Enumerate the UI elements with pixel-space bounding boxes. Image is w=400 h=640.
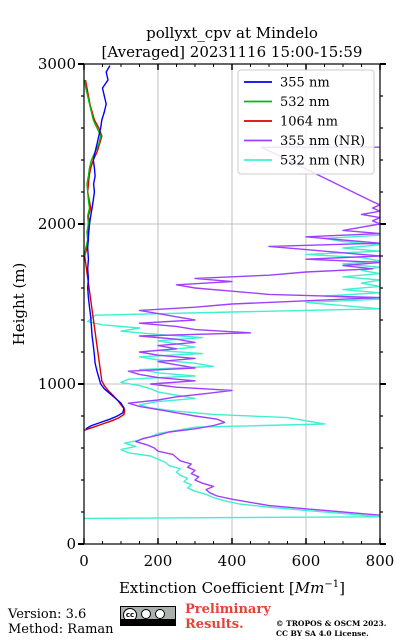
- series-line-355-nm: [85, 65, 125, 430]
- sa-icon: [155, 609, 165, 619]
- series-line-1064-nm: [84, 79, 126, 432]
- legend: 355 nm 532 nm 1064 nm 355 nm (NR) 532 nm (NR…: [237, 69, 375, 175]
- by-icon: [141, 609, 151, 619]
- x-tick-label: 400: [218, 552, 247, 570]
- extinction-chart: pollyxt_cpv at Mindelo [Averaged] 202311…: [10, 24, 394, 597]
- legend-label: 355 nm (NR): [280, 134, 365, 149]
- x-axis-label: Extinction Coefficient [Mm−1]: [119, 579, 345, 597]
- legend-label: 355 nm: [280, 76, 330, 91]
- x-tick-label: 600: [292, 552, 321, 570]
- chart-title: pollyxt_cpv at Mindelo: [146, 24, 318, 42]
- version-label: Version: 3.6: [8, 607, 87, 622]
- legend-label: 532 nm: [280, 95, 330, 110]
- cc-by-sa-icon: cc: [120, 606, 176, 626]
- y-tick-label: 1000: [38, 375, 76, 393]
- y-axis-label: Height (m): [10, 263, 28, 346]
- series-line-355-nm-nr-: [127, 146, 380, 516]
- cc-icon: cc: [123, 608, 137, 622]
- x-tick-label: 200: [144, 552, 173, 570]
- copyright-line1: © TROPOS & OSCM 2023.: [276, 619, 387, 628]
- x-tick-label: 800: [366, 552, 395, 570]
- axis-ticks: [78, 63, 386, 545]
- x-tick-label: 0: [79, 552, 89, 570]
- copyright-line2: CC BY SA 4.0 License.: [276, 629, 369, 638]
- legend-label: 532 nm (NR): [280, 154, 365, 169]
- y-tick-labels: 0 1000 2000 3000: [38, 55, 76, 553]
- y-tick-label: 3000: [38, 55, 76, 73]
- preliminary-notice: Preliminary Results.: [185, 602, 275, 632]
- series-line-532-nm: [84, 79, 102, 257]
- x-tick-labels: 0 200 400 600 800: [79, 552, 394, 570]
- y-tick-label: 0: [66, 535, 76, 553]
- chart-subtitle: [Averaged] 20231116 15:00-15:59: [102, 43, 363, 61]
- y-tick-label: 2000: [38, 215, 76, 233]
- copyright-notice: © TROPOS & OSCM 2023. CC BY SA 4.0 Licen…: [276, 619, 400, 639]
- method-label: Method: Raman: [8, 622, 114, 637]
- series-layer: [84, 65, 380, 520]
- preliminary-line1: Preliminary: [185, 602, 271, 617]
- preliminary-line2: Results.: [185, 617, 244, 632]
- legend-box: [237, 69, 375, 175]
- legend-label: 1064 nm: [280, 115, 338, 130]
